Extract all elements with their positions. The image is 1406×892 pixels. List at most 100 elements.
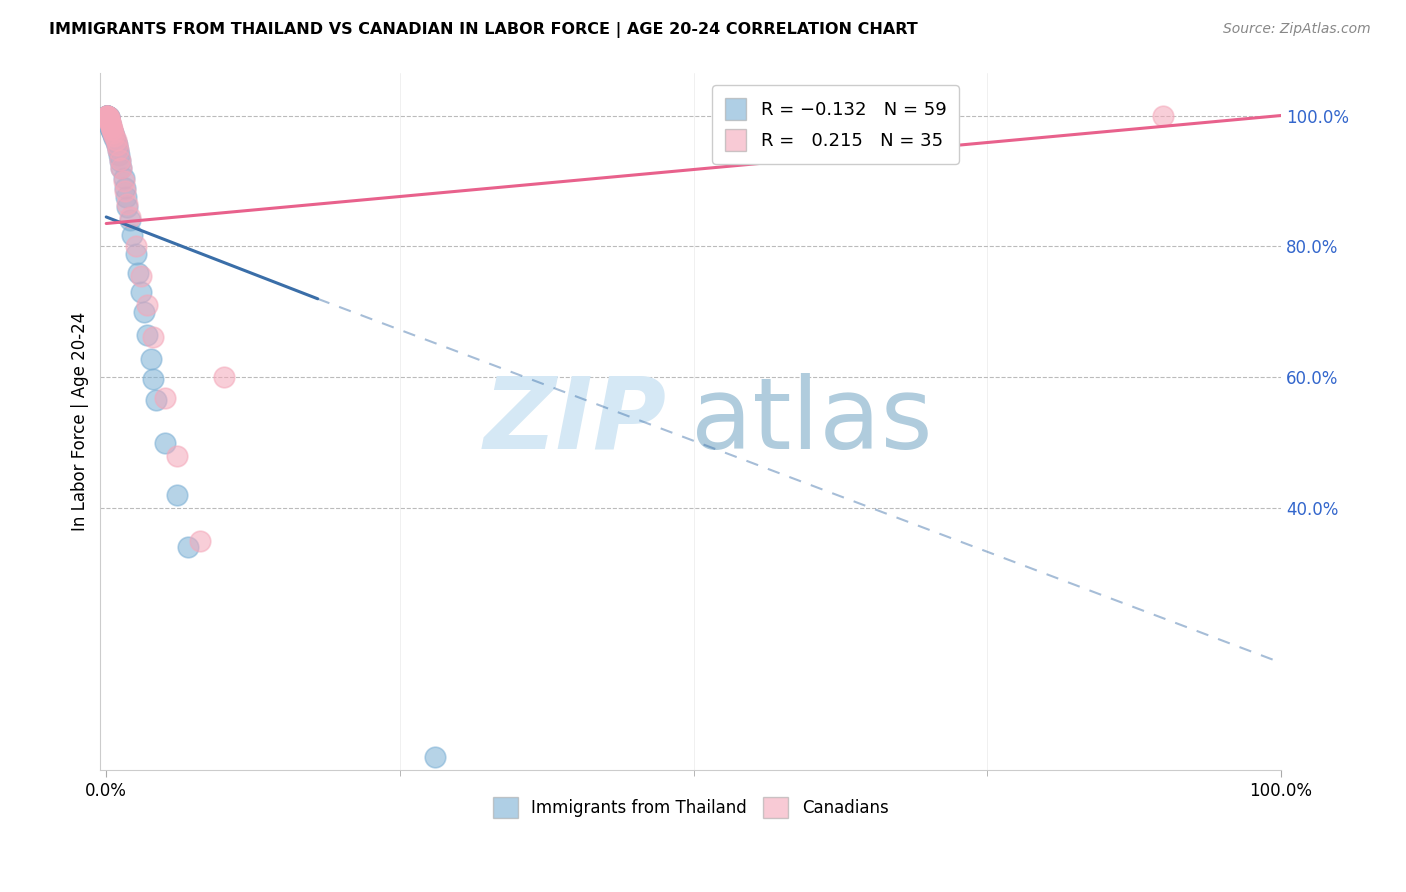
Point [117, 197, 139, 211]
Point [103, 126, 125, 140]
Point [101, 123, 124, 137]
Point [103, 128, 125, 142]
Point [177, 541, 200, 555]
Point [98, 117, 121, 131]
Point [101, 125, 124, 139]
Text: atlas: atlas [690, 373, 932, 470]
Point [98, 120, 121, 134]
Point [96, 109, 118, 123]
Point [124, 239, 146, 253]
Point [114, 184, 136, 198]
Point [98, 115, 121, 129]
Point [104, 135, 127, 149]
Point [96, 109, 118, 123]
Point [124, 247, 146, 261]
Text: ZIP: ZIP [484, 373, 666, 470]
Point [98, 119, 121, 133]
Point [118, 213, 141, 227]
Point [96, 109, 118, 123]
Point [115, 190, 138, 204]
Point [101, 123, 124, 137]
Point [153, 435, 176, 450]
Point [136, 298, 159, 312]
Point [96, 110, 118, 124]
Point [96, 109, 118, 123]
Point [110, 161, 132, 175]
Point [212, 370, 235, 384]
Point [114, 180, 136, 194]
Point [103, 126, 125, 140]
Point [166, 449, 188, 463]
Point [96, 109, 118, 123]
Point [108, 148, 131, 162]
Point [153, 391, 176, 405]
Point [117, 200, 139, 214]
Point [166, 488, 188, 502]
Point [104, 133, 127, 147]
Point [139, 351, 162, 366]
Point [96, 109, 118, 123]
Point [97, 111, 120, 125]
Point [97, 111, 120, 125]
Point [100, 120, 122, 134]
Point [107, 143, 129, 157]
Point [100, 121, 122, 136]
Point [127, 266, 149, 280]
Point [110, 154, 132, 169]
Point [96, 109, 118, 123]
Point [142, 330, 165, 344]
Point [96, 109, 118, 123]
Point [96, 109, 118, 123]
Point [97, 112, 120, 127]
Point [188, 533, 211, 548]
Point [100, 120, 122, 135]
Point [142, 371, 165, 385]
Point [96, 109, 118, 123]
Point [131, 285, 153, 300]
Point [97, 111, 120, 125]
Point [132, 305, 155, 319]
Point [96, 110, 118, 124]
Point [97, 116, 120, 130]
Point [96, 109, 118, 123]
Point [112, 170, 135, 185]
Legend: Immigrants from Thailand, Canadians: Immigrants from Thailand, Canadians [486, 790, 896, 824]
Point [97, 113, 120, 128]
Point [96, 109, 118, 123]
Point [100, 119, 122, 133]
Point [97, 113, 120, 128]
Point [101, 121, 124, 136]
Point [98, 118, 121, 132]
Point [100, 123, 122, 137]
Point [98, 116, 121, 130]
Point [112, 174, 135, 188]
Point [97, 111, 120, 125]
Point [110, 153, 132, 167]
Point [103, 129, 125, 144]
Point [105, 138, 128, 153]
Point [97, 113, 120, 128]
Point [131, 268, 153, 283]
Point [145, 393, 167, 408]
Point [97, 115, 120, 129]
Point [1153, 109, 1175, 123]
Point [97, 112, 120, 127]
Point [97, 112, 120, 126]
Point [96, 110, 118, 124]
Point [98, 120, 121, 135]
Point [103, 131, 125, 145]
Y-axis label: In Labor Force | Age 20-24: In Labor Force | Age 20-24 [72, 312, 89, 531]
Point [118, 210, 141, 224]
Point [121, 227, 143, 242]
Point [107, 143, 129, 157]
Point [97, 111, 120, 125]
Point [98, 116, 121, 130]
Point [103, 129, 125, 144]
Text: IMMIGRANTS FROM THAILAND VS CANADIAN IN LABOR FORCE | AGE 20-24 CORRELATION CHAR: IMMIGRANTS FROM THAILAND VS CANADIAN IN … [49, 22, 918, 38]
Point [110, 161, 132, 175]
Text: Source: ZipAtlas.com: Source: ZipAtlas.com [1223, 22, 1371, 37]
Point [423, 750, 446, 764]
Point [98, 119, 121, 133]
Point [105, 138, 128, 153]
Point [136, 327, 159, 342]
